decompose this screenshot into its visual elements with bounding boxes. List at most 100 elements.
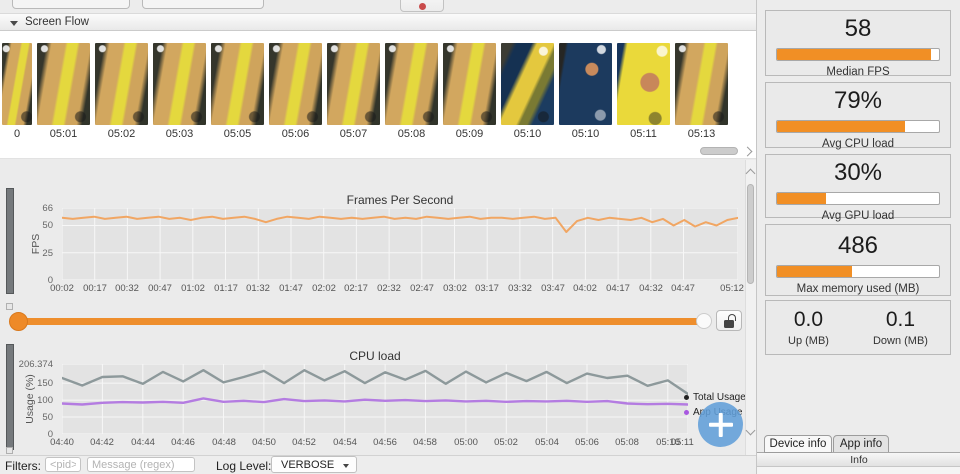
- thumbnail-timestamp: 05:09: [455, 128, 484, 140]
- thumbnail-image[interactable]: [617, 43, 670, 125]
- thumbnail-image[interactable]: [2, 43, 32, 125]
- x-tick-label: 03:17: [475, 283, 499, 294]
- screen-flow-filmstrip: 0 05:01 05:02 05:03 05:05 05:06 05:07 05:08 05:0…: [0, 31, 756, 188]
- screen-flow-header[interactable]: Screen Flow: [0, 13, 756, 31]
- charts-scrollbar-thumb[interactable]: [747, 184, 754, 284]
- log-level-select[interactable]: VERBOSE: [271, 456, 357, 473]
- x-tick-label: 04:47: [671, 283, 695, 294]
- thumbnail-image[interactable]: [95, 43, 148, 125]
- message-filter-input[interactable]: [87, 457, 195, 472]
- x-tick-label: 03:32: [508, 283, 532, 294]
- x-tick-label: 01:32: [246, 283, 270, 294]
- unlocked-padlock-icon: [728, 314, 736, 321]
- thumbnail-image[interactable]: [269, 43, 322, 125]
- x-tick-label: 01:17: [214, 283, 238, 294]
- screen-flow-thumbnail[interactable]: 05:09: [443, 43, 496, 140]
- thumbnail-image[interactable]: [501, 43, 554, 125]
- splitter-handle[interactable]: [6, 447, 13, 454]
- splitter-handle[interactable]: [6, 303, 13, 310]
- x-tick-label: 03:02: [443, 283, 467, 294]
- x-tick-label: 02:32: [377, 283, 401, 294]
- record-button[interactable]: [400, 0, 444, 12]
- fps-plot-area[interactable]: [61, 207, 739, 281]
- cpu-plot-area[interactable]: [60, 363, 690, 435]
- stat-card-median-fps: 58 Median FPS: [765, 10, 951, 78]
- log-level-label: Log Level:: [216, 459, 272, 473]
- y-tick-label: 150: [37, 378, 53, 389]
- x-tick-label: 04:48: [212, 437, 236, 448]
- disclosure-triangle-icon: [10, 21, 18, 26]
- screen-flow-thumbnail[interactable]: 05:10: [501, 43, 554, 140]
- legend-dot: [684, 410, 689, 415]
- stat-value: 486: [837, 232, 879, 259]
- thumbnail-image[interactable]: [559, 43, 612, 125]
- slider-start-handle[interactable]: [9, 312, 28, 331]
- filters-label: Filters:: [5, 459, 41, 473]
- screen-flow-thumbnail[interactable]: 05:07: [327, 43, 380, 140]
- stat-progress-fill: [777, 49, 931, 60]
- screen-flow-thumbnail[interactable]: 05:05: [211, 43, 264, 140]
- charts-scrollbar[interactable]: [745, 160, 756, 455]
- screen-flow-thumbnail[interactable]: 05:06: [269, 43, 322, 140]
- x-tick-label: 04:40: [50, 437, 74, 448]
- thumbnail-timestamp: 05:06: [281, 128, 310, 140]
- lock-range-button[interactable]: [716, 310, 742, 331]
- download-stat: 0.1 Down (MB): [872, 308, 928, 347]
- thumbnail-image[interactable]: [675, 43, 728, 125]
- y-tick-label: 0: [47, 275, 53, 286]
- thumbnail-image[interactable]: [327, 43, 380, 125]
- thumbnail-timestamp: 05:03: [165, 128, 194, 140]
- screen-flow-thumbnail[interactable]: 05:01: [37, 43, 90, 140]
- stat-card-avg-cpu-load: 79% Avg CPU load: [765, 82, 951, 150]
- timeline-slider-track[interactable]: [20, 318, 708, 325]
- x-tick-label: 04:02: [573, 283, 597, 294]
- legend-total-usage: Total Usage: [684, 390, 746, 405]
- x-tick-label: 00:17: [83, 283, 107, 294]
- stat-progress-fill: [777, 121, 905, 132]
- panel-drag-handle[interactable]: [6, 344, 14, 450]
- y-tick-label: 100: [37, 395, 53, 406]
- screen-flow-thumbnail[interactable]: 05:13: [675, 43, 728, 140]
- stat-progress-bar: [776, 265, 940, 278]
- screen-flow-thumbnail[interactable]: 05:03: [153, 43, 206, 140]
- screen-flow-thumbnail[interactable]: 05:11: [617, 43, 670, 140]
- toolbar-input-partial[interactable]: [12, 0, 130, 9]
- x-tick-label: 02:17: [344, 283, 368, 294]
- chevron-down-icon: [343, 464, 349, 468]
- filmstrip-scrollbar-thumb[interactable]: [700, 147, 738, 155]
- legend-dot: [684, 395, 689, 400]
- x-tick-label: 04:42: [90, 437, 114, 448]
- x-tick-label: 04:54: [333, 437, 357, 448]
- x-tick-label: 03:47: [541, 283, 565, 294]
- thumbnail-timestamp: 05:01: [49, 128, 78, 140]
- tab-app-info[interactable]: App info: [833, 435, 889, 453]
- screen-flow-thumbnail[interactable]: 05:08: [385, 43, 438, 140]
- panel-drag-handle[interactable]: [6, 188, 14, 294]
- screen-flow-title: Screen Flow: [25, 16, 89, 28]
- tab-device-info[interactable]: Device info: [764, 435, 832, 453]
- info-table-body: [757, 467, 960, 474]
- stat-value: 30%: [833, 159, 883, 186]
- thumbnail-image[interactable]: [37, 43, 90, 125]
- thumbnail-image[interactable]: [153, 43, 206, 125]
- screen-flow-thumbnail[interactable]: 05:10: [559, 43, 612, 140]
- thumbnail-image[interactable]: [385, 43, 438, 125]
- toolbar-input-partial[interactable]: [142, 0, 264, 9]
- x-tick-label: 05:10: [656, 437, 680, 448]
- x-tick-label: 01:47: [279, 283, 303, 294]
- x-tick-label: 05:08: [615, 437, 639, 448]
- screen-flow-thumbnail[interactable]: 0: [2, 43, 32, 140]
- x-tick-label: 04:32: [639, 283, 663, 294]
- add-chart-button[interactable]: [698, 402, 743, 447]
- thumbnail-timestamp: 05:13: [687, 128, 716, 140]
- thumbnail-timestamp: 05:05: [223, 128, 252, 140]
- stat-label: Avg CPU load: [821, 138, 895, 150]
- thumbnail-image[interactable]: [443, 43, 496, 125]
- screen-flow-thumbnail[interactable]: 05:02: [95, 43, 148, 140]
- x-tick-label: 02:02: [312, 283, 336, 294]
- slider-end-handle[interactable]: [696, 313, 712, 329]
- x-tick-label: 05:06: [575, 437, 599, 448]
- pid-filter-input[interactable]: [45, 457, 81, 472]
- stat-progress-bar: [776, 48, 940, 61]
- thumbnail-image[interactable]: [211, 43, 264, 125]
